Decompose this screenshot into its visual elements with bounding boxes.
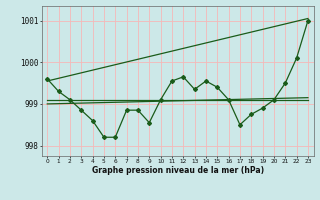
- X-axis label: Graphe pression niveau de la mer (hPa): Graphe pression niveau de la mer (hPa): [92, 166, 264, 175]
